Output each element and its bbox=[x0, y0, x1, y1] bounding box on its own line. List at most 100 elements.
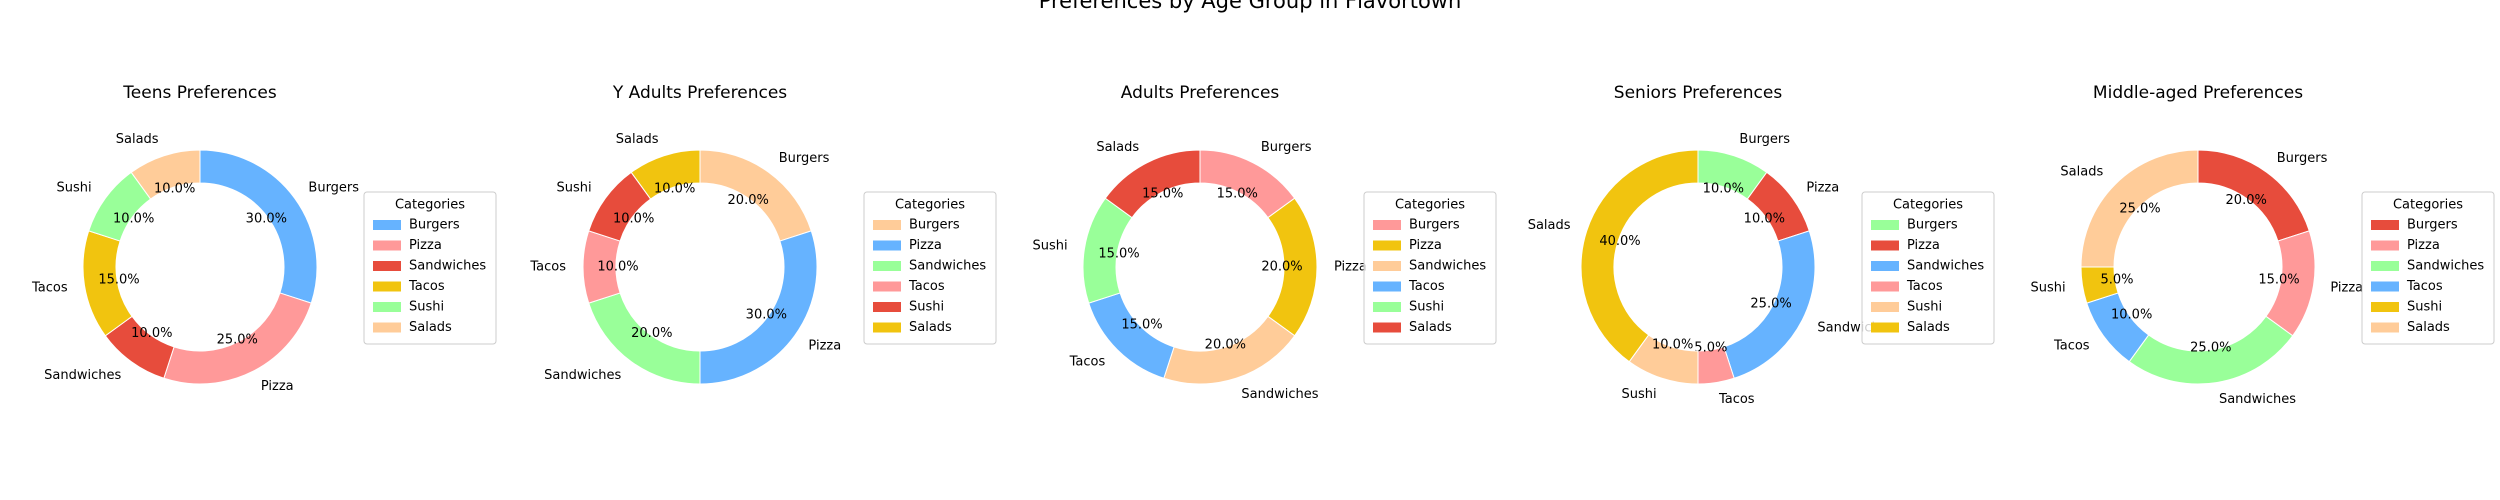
slice-salads bbox=[1580, 149, 1699, 363]
legend-swatch bbox=[1871, 281, 1899, 292]
slice-label: Pizza bbox=[2330, 280, 2363, 295]
legend-swatch bbox=[373, 220, 401, 230]
legend-label: Salads bbox=[409, 320, 452, 335]
legend-item-pizza: Pizza bbox=[1373, 238, 1442, 253]
legend-swatch bbox=[1373, 220, 1401, 230]
legend-swatch bbox=[873, 281, 901, 292]
legend-item-burgers: Burgers bbox=[1871, 218, 1958, 233]
legend-swatch bbox=[873, 302, 901, 312]
legend-swatch bbox=[873, 220, 901, 230]
slice-label: Tacos bbox=[1069, 354, 1106, 369]
legend-label: Burgers bbox=[1409, 218, 1460, 233]
legend-item-burgers: Burgers bbox=[873, 218, 960, 233]
legend: Categories Burgers Pizza Sandwiches Tacos Sus… bbox=[363, 191, 497, 345]
legend-swatch bbox=[873, 322, 901, 333]
donut-chart-adults-preferences: Adults Preferences Burgers 15.0% Pizza 20.0%… bbox=[1033, 83, 1497, 402]
legend-item-sushi: Sushi bbox=[2371, 300, 2442, 315]
legend-label: Burgers bbox=[2407, 218, 2458, 233]
legend-item-sandwiches: Sandwiches bbox=[1373, 259, 1486, 274]
legend-label: Burgers bbox=[409, 218, 460, 233]
slice-percent-label: 20.0% bbox=[1261, 260, 1302, 275]
slice-salads bbox=[630, 149, 701, 200]
slice-burgers bbox=[1199, 149, 1296, 219]
slice-salads bbox=[2080, 149, 2199, 268]
slice-percent-label: 10.0% bbox=[1652, 337, 1693, 352]
legend-item-salads: Salads bbox=[1373, 320, 1452, 335]
slice-label: Pizza bbox=[261, 379, 294, 394]
slice-label: Salads bbox=[616, 132, 659, 147]
legend-swatch bbox=[2371, 240, 2399, 251]
slice-label: Pizza bbox=[808, 338, 841, 353]
slice-label: Sushi bbox=[2031, 280, 2066, 295]
slice-percent-label: 5.0% bbox=[1694, 340, 1727, 355]
legend-swatch bbox=[373, 302, 401, 312]
legend-item-sandwiches: Sandwiches bbox=[373, 259, 486, 274]
slice-label: Tacos bbox=[529, 260, 566, 275]
legend-swatch bbox=[2371, 281, 2399, 292]
legend-label: Sushi bbox=[1409, 300, 1444, 315]
legend-swatch bbox=[1871, 240, 1899, 251]
slice-percent-label: 10.0% bbox=[2111, 308, 2152, 323]
legend-swatch bbox=[873, 240, 901, 251]
slice-label: Tacos bbox=[31, 280, 68, 295]
legend-label: Pizza bbox=[909, 238, 942, 253]
legend-label: Pizza bbox=[1409, 238, 1442, 253]
legend-label: Sandwiches bbox=[909, 259, 986, 274]
legend-label: Sandwiches bbox=[409, 259, 486, 274]
slice-label: Burgers bbox=[1739, 132, 1790, 147]
slice-percent-label: 20.0% bbox=[631, 326, 672, 341]
slice-percent-label: 15.0% bbox=[2258, 272, 2299, 287]
legend-item-sandwiches: Sandwiches bbox=[873, 259, 986, 274]
slice-percent-label: 25.0% bbox=[2119, 202, 2160, 217]
legend-swatch bbox=[1871, 322, 1899, 333]
slice-percent-label: 10.0% bbox=[654, 182, 695, 197]
legend-label: Sushi bbox=[1907, 300, 1942, 315]
slice-label: Sandwiches bbox=[544, 368, 621, 383]
slice-label: Burgers bbox=[1261, 140, 1312, 155]
legend-swatch bbox=[2371, 261, 2399, 271]
slice-label: Sandwiches bbox=[1241, 387, 1318, 402]
legend-title: Categories bbox=[1893, 198, 1963, 213]
legend-label: Salads bbox=[2407, 320, 2450, 335]
slice-percent-label: 30.0% bbox=[246, 211, 287, 226]
legend-swatch bbox=[873, 261, 901, 271]
legend-swatch bbox=[1373, 281, 1401, 292]
chart-title: Y Adults Preferences bbox=[612, 83, 787, 103]
legend-swatch bbox=[2371, 322, 2399, 333]
slice-percent-label: 10.0% bbox=[113, 211, 154, 226]
slice-percent-label: 20.0% bbox=[1205, 337, 1246, 352]
legend-label: Burgers bbox=[1907, 218, 1958, 233]
legend-label: Pizza bbox=[1907, 238, 1940, 253]
legend-swatch bbox=[1373, 240, 1401, 251]
slice-percent-label: 25.0% bbox=[217, 333, 258, 348]
slice-percent-label: 20.0% bbox=[728, 193, 769, 208]
donut-chart-seniors-preferences: Seniors Preferences Burgers 10.0% Pizza 10.0… bbox=[1528, 83, 1995, 407]
legend-label: Pizza bbox=[2407, 238, 2440, 253]
legend-label: Sandwiches bbox=[2407, 259, 2484, 274]
legend-swatch bbox=[2371, 220, 2399, 230]
legend-label: Tacos bbox=[408, 279, 445, 294]
slice-label: Pizza bbox=[1806, 181, 1839, 196]
legend-item-burgers: Burgers bbox=[2371, 218, 2458, 233]
legend-swatch bbox=[373, 261, 401, 271]
legend: Categories Burgers Pizza Sandwiches Tacos Sus… bbox=[2361, 191, 2495, 345]
legend-label: Tacos bbox=[2406, 279, 2443, 294]
legend-title: Categories bbox=[2393, 198, 2463, 213]
legend-swatch bbox=[1871, 302, 1899, 312]
slice-percent-label: 20.0% bbox=[2226, 193, 2267, 208]
chart-title: Adults Preferences bbox=[1121, 83, 1280, 103]
slice-percent-label: 40.0% bbox=[1599, 234, 1640, 249]
legend-label: Sushi bbox=[409, 300, 444, 315]
legend-item-sandwiches: Sandwiches bbox=[1871, 259, 1984, 274]
legend-item-tacos: Tacos bbox=[873, 279, 945, 294]
chart-title: Teens Preferences bbox=[122, 83, 277, 103]
legend-label: Salads bbox=[909, 320, 952, 335]
legend-swatch bbox=[373, 240, 401, 251]
slice-label: Pizza bbox=[1334, 260, 1367, 275]
legend-item-burgers: Burgers bbox=[373, 218, 460, 233]
slice-label: Sushi bbox=[56, 181, 91, 196]
legend-item-salads: Salads bbox=[373, 320, 452, 335]
slice-percent-label: 15.0% bbox=[98, 272, 139, 287]
slice-percent-label: 30.0% bbox=[746, 308, 787, 323]
